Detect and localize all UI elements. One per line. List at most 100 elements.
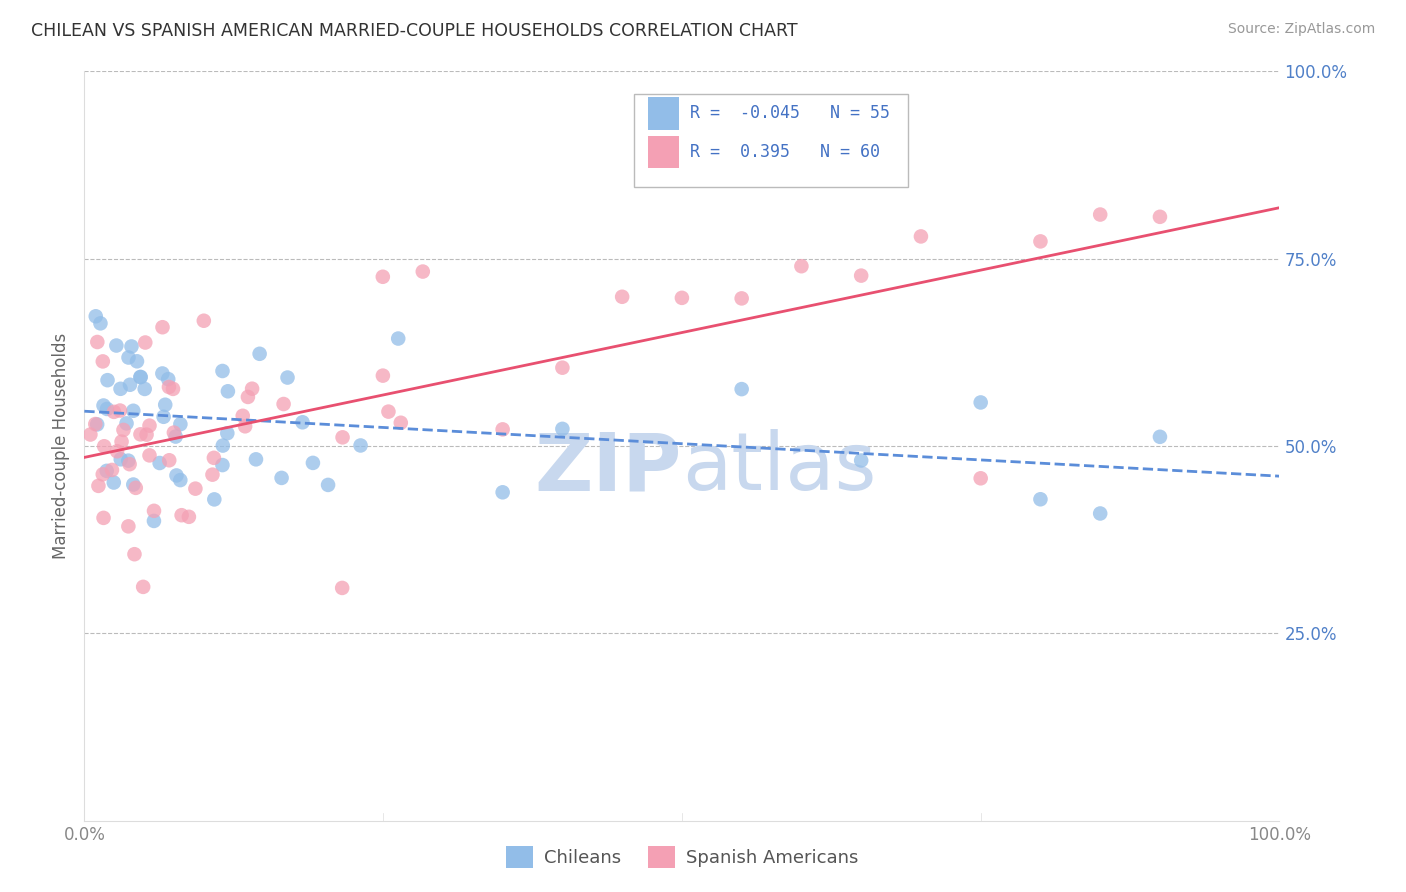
Text: R =  0.395   N = 60: R = 0.395 N = 60 xyxy=(690,143,880,161)
Point xyxy=(121,339,143,353)
Point xyxy=(93,511,115,525)
Text: Source: ZipAtlas.com: Source: ZipAtlas.com xyxy=(1227,22,1375,37)
Point xyxy=(612,290,634,304)
Point xyxy=(211,458,233,472)
Point xyxy=(101,463,124,477)
Point xyxy=(492,422,515,436)
Point xyxy=(910,229,932,244)
Point xyxy=(157,380,180,394)
Text: R =  -0.045   N = 55: R = -0.045 N = 55 xyxy=(690,104,890,122)
Point xyxy=(731,382,754,396)
Point xyxy=(166,468,188,483)
Point xyxy=(117,351,139,365)
Point xyxy=(162,382,184,396)
Point xyxy=(790,259,813,273)
Point xyxy=(1149,210,1171,224)
Point xyxy=(96,464,118,478)
Point xyxy=(302,456,325,470)
Point xyxy=(157,372,180,386)
Point xyxy=(165,429,187,443)
Point xyxy=(201,467,224,482)
Point xyxy=(217,426,239,441)
Text: ZIP: ZIP xyxy=(534,429,682,508)
Text: CHILEAN VS SPANISH AMERICAN MARRIED-COUPLE HOUSEHOLDS CORRELATION CHART: CHILEAN VS SPANISH AMERICAN MARRIED-COUP… xyxy=(31,22,797,40)
Point xyxy=(110,382,132,396)
Point xyxy=(84,310,107,324)
Legend: Chileans, Spanish Americans: Chileans, Spanish Americans xyxy=(499,838,865,875)
Point xyxy=(132,580,155,594)
Point xyxy=(150,367,173,381)
Y-axis label: Married-couple Households: Married-couple Households xyxy=(52,333,70,559)
Point xyxy=(135,427,157,442)
Point xyxy=(89,317,111,331)
Point xyxy=(103,475,125,490)
Point xyxy=(245,452,267,467)
Point xyxy=(389,416,412,430)
Point xyxy=(96,373,118,387)
Point xyxy=(371,368,394,383)
Text: atlas: atlas xyxy=(682,429,876,508)
Point xyxy=(152,320,174,334)
Point xyxy=(270,471,292,485)
Point xyxy=(117,453,139,467)
Point xyxy=(87,479,110,493)
Point xyxy=(155,398,177,412)
Point xyxy=(86,334,108,349)
Point xyxy=(96,401,118,416)
Point xyxy=(93,399,115,413)
Point xyxy=(129,427,152,442)
Point xyxy=(134,382,156,396)
Point xyxy=(671,291,693,305)
Point xyxy=(103,405,125,419)
Point xyxy=(110,452,132,467)
Point xyxy=(115,417,138,431)
Point xyxy=(851,453,873,467)
Point xyxy=(316,478,339,492)
Point xyxy=(163,425,186,440)
Point xyxy=(110,434,132,449)
Point xyxy=(117,519,139,533)
Point xyxy=(84,417,107,431)
Point xyxy=(240,382,263,396)
Point xyxy=(387,332,409,346)
Point xyxy=(169,473,191,487)
Point xyxy=(1029,235,1052,249)
Point xyxy=(232,409,254,423)
Point xyxy=(118,377,141,392)
Point xyxy=(551,422,574,436)
Point xyxy=(1090,208,1112,222)
Point xyxy=(142,514,165,528)
Point xyxy=(731,292,754,306)
Point xyxy=(217,384,239,399)
Point xyxy=(129,370,152,384)
Point xyxy=(169,417,191,432)
Point xyxy=(233,419,256,434)
Point xyxy=(86,417,108,432)
Point xyxy=(138,418,160,433)
Point xyxy=(143,504,166,518)
Point xyxy=(122,404,145,418)
Point xyxy=(236,390,259,404)
Point xyxy=(193,314,215,328)
Point xyxy=(108,403,131,417)
Point xyxy=(851,268,873,283)
Point xyxy=(91,354,114,368)
Point xyxy=(91,467,114,482)
Point xyxy=(249,347,271,361)
Point xyxy=(122,477,145,491)
Point xyxy=(211,364,233,378)
Point xyxy=(211,439,233,453)
Point xyxy=(105,444,128,458)
Point xyxy=(105,338,128,352)
Point xyxy=(330,581,353,595)
Point xyxy=(202,450,225,465)
Point xyxy=(157,453,180,467)
Point xyxy=(332,430,354,444)
Point xyxy=(412,264,434,278)
Point xyxy=(138,449,160,463)
Point xyxy=(1090,507,1112,521)
Point xyxy=(112,423,135,437)
Point xyxy=(125,481,148,495)
Point xyxy=(124,547,146,561)
Point xyxy=(970,395,993,409)
